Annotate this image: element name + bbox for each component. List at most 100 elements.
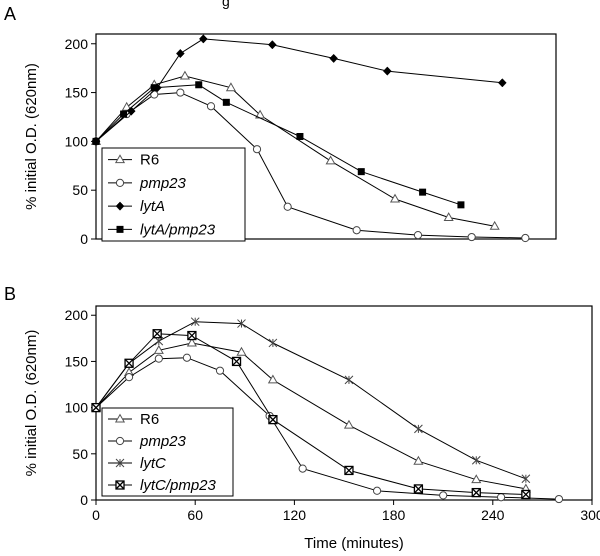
data-point: [215, 366, 225, 375]
data-point: [554, 494, 564, 504]
data-point: [457, 201, 465, 209]
series-line: [95, 333, 526, 495]
data-point: [413, 455, 424, 465]
data-point: [329, 53, 339, 63]
data-point: [413, 484, 424, 494]
legend-marker: [114, 154, 126, 164]
data-point: [343, 419, 355, 429]
data-point: [471, 455, 481, 465]
data-point: [182, 353, 192, 362]
legend-marker: [115, 458, 125, 468]
data-point: [443, 212, 454, 222]
data-point: [496, 493, 506, 502]
legend: R6 pmp23 lytA lytA/pmp23: [101, 147, 246, 242]
y-axis-title: % initial O.D. (620nm): [23, 330, 40, 477]
y-axis-title: % initial O.D. (620nm): [23, 63, 40, 210]
data-point: [344, 465, 354, 476]
data-point: [372, 486, 382, 495]
legend-marker: [115, 178, 125, 187]
data-point: [154, 336, 164, 346]
data-point: [150, 84, 158, 92]
data-point: [120, 110, 128, 118]
legend-box: [101, 147, 246, 242]
data-point: [268, 414, 278, 425]
data-point: [236, 346, 247, 356]
x-tick-label: 240: [481, 507, 505, 523]
data-point: [237, 319, 246, 328]
y-tick-label: 200: [65, 36, 89, 52]
data-point: [187, 330, 197, 341]
data-point: [152, 329, 162, 339]
data-point: [267, 374, 278, 384]
data-point: [186, 337, 197, 347]
legend-label: R6: [140, 152, 159, 169]
series-lyta-pmp23: [92, 81, 465, 209]
data-point: [413, 230, 423, 240]
data-point: [175, 48, 185, 59]
data-point: [124, 373, 134, 382]
legend-label: lytA: [140, 198, 165, 215]
data-point: [357, 168, 365, 176]
x-axis-title: Time (minutes): [304, 535, 403, 552]
panel-label: A: [4, 4, 16, 24]
series-line: [95, 75, 495, 227]
data-point: [439, 491, 448, 500]
data-point: [154, 354, 163, 363]
data-point: [414, 424, 423, 434]
data-point: [91, 402, 101, 413]
data-point: [419, 188, 427, 196]
y-tick-label: 50: [72, 446, 88, 462]
data-point: [344, 375, 354, 385]
data-point: [150, 90, 159, 99]
series-r6: [90, 70, 500, 230]
y-tick-label: 50: [72, 182, 88, 198]
x-tick-label: 60: [187, 507, 203, 523]
data-point: [198, 34, 208, 44]
legend-label: lytA/pmp23: [140, 221, 216, 238]
legend: R6 pmp23 lytC lytC/pmp23: [101, 407, 234, 497]
x-tick-label: 0: [92, 507, 100, 523]
data-point: [382, 66, 392, 76]
legend-label: lytC/pmp23: [140, 477, 217, 494]
y-tick-label: 150: [65, 353, 89, 369]
data-point: [222, 98, 230, 106]
data-point: [179, 70, 190, 80]
data-point: [176, 88, 185, 97]
data-point: [489, 220, 500, 230]
panel-b: B 0 50 100 150 200 0 60 120 180 240 300 % initial O.…: [4, 284, 600, 552]
data-point: [267, 40, 277, 50]
legend-label: pmp23: [139, 175, 187, 192]
series-line: [95, 342, 526, 490]
data-point: [206, 102, 216, 111]
legend-label: pmp23: [139, 433, 187, 450]
data-point: [268, 338, 278, 348]
data-point: [225, 82, 236, 92]
legend-marker: [114, 413, 126, 423]
legend-label: lytC: [140, 455, 166, 472]
data-point: [153, 344, 164, 354]
data-point: [521, 489, 531, 500]
series-lytc-pmp23: [91, 329, 531, 500]
data-point: [471, 487, 481, 498]
data-point: [471, 474, 482, 484]
y-tick-label: 100: [65, 133, 89, 149]
data-point: [521, 474, 531, 484]
data-point: [296, 133, 304, 140]
y-tick-label: 0: [80, 231, 88, 247]
x-tick-label: 120: [283, 507, 307, 523]
legend-marker: [116, 225, 124, 233]
data-point: [252, 145, 262, 154]
data-point: [190, 317, 200, 327]
data-point: [283, 202, 292, 211]
y-tick-label: 200: [65, 307, 89, 323]
legend-marker: [115, 436, 125, 446]
figure-caption-fragment: g: [222, 0, 230, 9]
data-point: [497, 78, 507, 88]
legend-marker: [115, 201, 125, 211]
series-lyta: [91, 34, 507, 146]
data-point: [521, 233, 530, 243]
legend-label: R6: [140, 411, 159, 428]
data-point: [231, 356, 242, 367]
series-line: [95, 321, 527, 480]
